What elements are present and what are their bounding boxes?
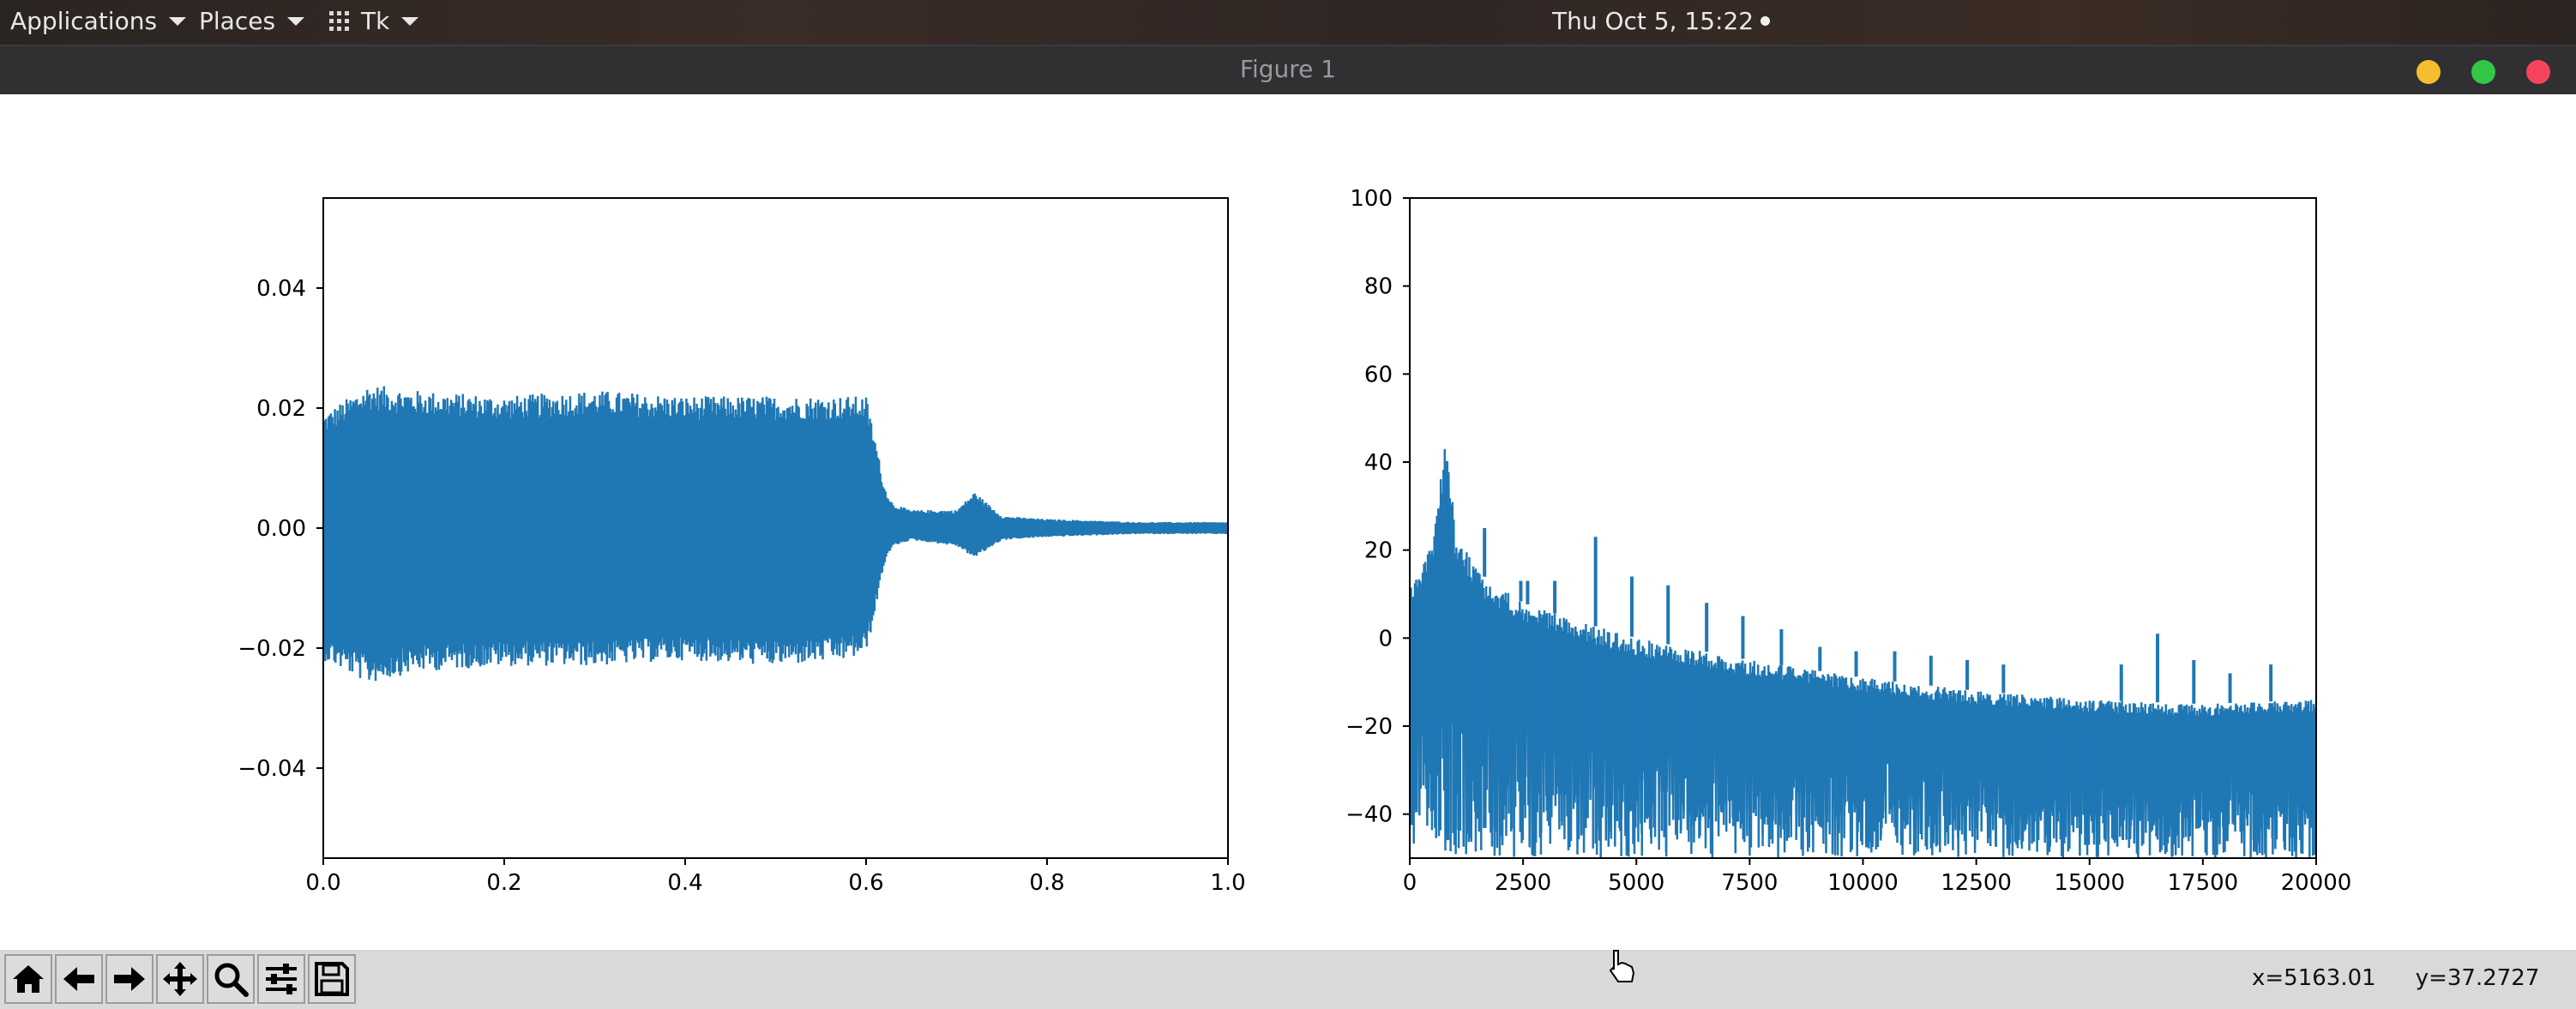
clock-text: Thu Oct 5, 15:22: [1552, 7, 1754, 35]
y-tick-label: −40: [1345, 802, 1393, 828]
applications-menu[interactable]: Applications: [10, 7, 187, 35]
places-label: Places: [199, 7, 276, 35]
y-readout: y=37.2727: [2415, 965, 2540, 991]
zoom-icon: [214, 963, 249, 997]
y-tick-label: −0.04: [238, 756, 306, 782]
y-tick-label: 0.04: [256, 276, 306, 302]
app-menu[interactable]: Tk: [329, 7, 419, 35]
configure-subplots-icon: [266, 964, 297, 994]
chevron-down-icon: [169, 16, 187, 26]
hand-cursor-icon: [1609, 950, 1635, 982]
places-menu[interactable]: Places: [199, 7, 305, 35]
x-tick-label: 1.0: [1210, 870, 1245, 896]
y-tick-label: 0: [1378, 626, 1393, 652]
zoom-button[interactable]: [207, 954, 255, 1004]
back-button[interactable]: [55, 954, 103, 1004]
home-button[interactable]: [4, 954, 52, 1004]
window-title: Figure 1: [1239, 55, 1337, 83]
figure-canvas[interactable]: 0.0 0.2 0.4 0.6 0.8 1.0 −0.04 −0.02 0.00 0.02 0.04…: [0, 94, 2576, 950]
chevron-down-icon: [287, 16, 305, 26]
y-tick-label: 60: [1364, 362, 1393, 387]
x-tick-label: 5000: [1608, 870, 1664, 896]
x-tick-label: 2500: [1495, 870, 1551, 896]
back-icon: [63, 967, 94, 991]
x-tick-label: 10000: [1827, 870, 1899, 896]
x-tick-label: 12500: [1941, 870, 2012, 896]
y-tick-label: 0.00: [256, 516, 306, 542]
app-menu-label: Tk: [361, 7, 390, 35]
figure-svg: 0.0 0.2 0.4 0.6 0.8 1.0 −0.04 −0.02 0.00 0.02 0.04…: [238, 186, 2352, 896]
y-tick-label: 100: [1350, 186, 1393, 212]
x-tick-label: 0: [1403, 870, 1417, 896]
minimize-button[interactable]: [2417, 60, 2441, 84]
x-tick-label: 17500: [2168, 870, 2239, 896]
forward-button[interactable]: [105, 954, 153, 1004]
x-tick-label: 0.0: [305, 870, 340, 896]
y-tick-label: −0.02: [238, 636, 306, 662]
applications-label: Applications: [10, 7, 158, 35]
chevron-down-icon: [401, 16, 419, 26]
home-icon: [13, 965, 44, 993]
y-tick-label: 80: [1364, 274, 1393, 300]
close-button[interactable]: [2526, 60, 2550, 84]
forward-icon: [114, 967, 145, 991]
top-panel: Applications Places Tk Thu Oct 5, 15:22: [0, 0, 2576, 45]
y-tick-label: −20: [1345, 714, 1393, 740]
x-tick-label: 15000: [2054, 870, 2125, 896]
x-tick-label: 7500: [1721, 870, 1778, 896]
y-tick-label: 40: [1364, 450, 1393, 476]
maximize-button[interactable]: [2471, 60, 2495, 84]
x-tick-label: 20000: [2281, 870, 2352, 896]
series-line: [323, 386, 1228, 682]
x-tick-label: 0.6: [848, 870, 883, 896]
y-tick-label: 0.02: [256, 396, 306, 422]
x-tick-label: 0.4: [667, 870, 702, 896]
cursor-coordinates: x=5163.01 y=37.2727: [2252, 965, 2539, 991]
pan-button[interactable]: [156, 954, 204, 1004]
x-tick-label: 0.2: [486, 870, 521, 896]
x-tick-label: 0.8: [1029, 870, 1064, 896]
x-readout: x=5163.01: [2252, 965, 2376, 991]
clock[interactable]: Thu Oct 5, 15:22: [1552, 7, 1771, 35]
y-tick-label: 20: [1364, 538, 1393, 564]
configure-subplots-button[interactable]: [257, 954, 305, 1004]
notification-dot-icon: [1760, 16, 1771, 26]
pan-icon: [163, 962, 197, 996]
app-grid-icon: [329, 11, 349, 31]
window-titlebar[interactable]: Figure 1: [0, 45, 2576, 96]
navigation-toolbar: x=5163.01 y=37.2727: [0, 950, 2576, 1009]
save-button[interactable]: [308, 954, 356, 1004]
save-icon: [315, 962, 349, 996]
